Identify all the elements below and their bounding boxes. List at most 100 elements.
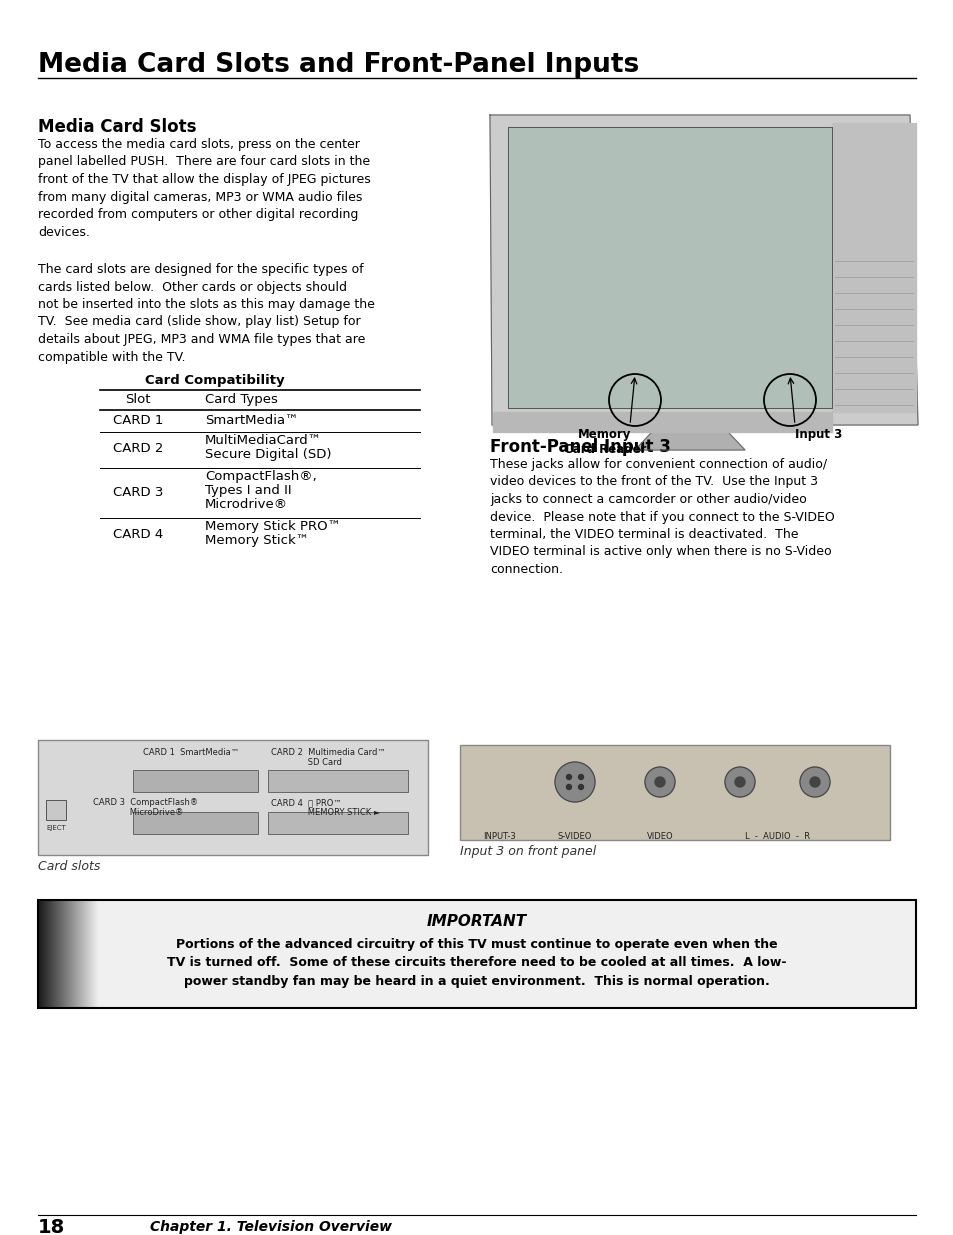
Text: The card slots are designed for the specific types of
cards listed below.  Other: The card slots are designed for the spec… (38, 263, 375, 363)
Bar (53, 900, 54, 1008)
Text: Types I and II: Types I and II (205, 484, 292, 496)
Text: CARD 2  Multimedia Card™
              SD Card: CARD 2 Multimedia Card™ SD Card (271, 748, 385, 767)
Text: Card Compatibility: Card Compatibility (145, 374, 285, 387)
Bar (83, 900, 84, 1008)
Text: 18: 18 (38, 1218, 65, 1235)
Bar (89, 900, 90, 1008)
Text: CARD 1: CARD 1 (112, 414, 163, 427)
Bar (48, 900, 49, 1008)
Bar (60, 900, 61, 1008)
Text: EJECT: EJECT (46, 825, 66, 831)
Bar (77, 900, 78, 1008)
Bar (67, 900, 68, 1008)
Bar (69, 900, 70, 1008)
Bar (84, 900, 85, 1008)
Bar (79, 900, 80, 1008)
Bar (44, 900, 45, 1008)
Bar (88, 900, 89, 1008)
Polygon shape (635, 432, 744, 450)
Bar (39, 900, 40, 1008)
Text: Memory Stick™: Memory Stick™ (205, 534, 309, 547)
Bar (70, 900, 71, 1008)
Text: MultiMediaCard™: MultiMediaCard™ (205, 433, 322, 447)
Circle shape (734, 777, 744, 787)
Bar (54, 900, 55, 1008)
Bar (268, 769, 408, 792)
Bar (56, 900, 57, 1008)
Bar (96, 900, 97, 1008)
Text: Secure Digital (SD): Secure Digital (SD) (205, 448, 331, 461)
Bar (94, 900, 95, 1008)
Polygon shape (490, 115, 917, 425)
Text: Card slots: Card slots (38, 860, 100, 873)
Bar (51, 900, 52, 1008)
Text: Front-Panel Input 3: Front-Panel Input 3 (490, 438, 670, 456)
Bar (90, 900, 91, 1008)
Bar (58, 900, 59, 1008)
Bar (41, 900, 42, 1008)
Bar (95, 900, 96, 1008)
Bar (55, 900, 56, 1008)
Bar (74, 900, 75, 1008)
Bar (43, 900, 44, 1008)
Text: Slot: Slot (125, 393, 151, 406)
Text: INPUT-3: INPUT-3 (483, 832, 516, 841)
Polygon shape (831, 124, 915, 412)
Text: L  -  AUDIO  -  R: L - AUDIO - R (744, 832, 809, 841)
Bar (45, 900, 46, 1008)
Bar (71, 900, 73, 1008)
Bar (63, 900, 64, 1008)
Text: CARD 1  SmartMedia™: CARD 1 SmartMedia™ (143, 748, 239, 757)
Circle shape (566, 784, 571, 789)
Text: IMPORTANT: IMPORTANT (427, 914, 526, 929)
Circle shape (644, 767, 675, 797)
Circle shape (578, 774, 583, 779)
Bar (52, 900, 53, 1008)
Bar (78, 900, 79, 1008)
Bar (73, 900, 74, 1008)
Text: Input 3 on front panel: Input 3 on front panel (459, 845, 596, 858)
Bar (66, 900, 67, 1008)
Text: CARD 4  Ⓜ PRO™
              MEMORY STICK ►: CARD 4 Ⓜ PRO™ MEMORY STICK ► (271, 798, 380, 818)
Bar (62, 900, 63, 1008)
Polygon shape (507, 127, 831, 408)
Bar (81, 900, 82, 1008)
Text: Media Card Slots and Front-Panel Inputs: Media Card Slots and Front-Panel Inputs (38, 52, 639, 78)
Text: S-VIDEO: S-VIDEO (558, 832, 592, 841)
Bar (76, 900, 77, 1008)
Text: CARD 3  CompactFlash®
              MicroDrive®: CARD 3 CompactFlash® MicroDrive® (92, 798, 198, 818)
Text: Memory Stick PRO™: Memory Stick PRO™ (205, 520, 340, 534)
Circle shape (555, 762, 595, 802)
Bar (268, 811, 408, 834)
Text: Microdrive®: Microdrive® (205, 498, 288, 511)
Text: To access the media card slots, press on the center
panel labelled PUSH.  There : To access the media card slots, press on… (38, 138, 371, 238)
Bar (91, 900, 92, 1008)
Bar (38, 900, 915, 1008)
Bar (68, 900, 69, 1008)
Text: SmartMedia™: SmartMedia™ (205, 414, 298, 427)
Bar (97, 900, 98, 1008)
Circle shape (566, 774, 571, 779)
Text: Card Types: Card Types (205, 393, 277, 406)
Bar (50, 900, 51, 1008)
Bar (459, 745, 889, 840)
Bar (57, 900, 58, 1008)
Bar (49, 900, 50, 1008)
Bar (75, 900, 76, 1008)
Polygon shape (493, 412, 831, 432)
Bar (61, 900, 62, 1008)
Text: Input 3: Input 3 (794, 429, 841, 441)
Circle shape (578, 784, 583, 789)
Bar (86, 900, 87, 1008)
Circle shape (655, 777, 664, 787)
Bar (38, 900, 39, 1008)
Bar (46, 800, 66, 820)
Circle shape (800, 767, 829, 797)
Text: Media Card Slots: Media Card Slots (38, 119, 196, 136)
Bar (87, 900, 88, 1008)
Text: Chapter 1. Television Overview: Chapter 1. Television Overview (150, 1220, 392, 1234)
Circle shape (724, 767, 754, 797)
Bar (46, 900, 47, 1008)
Bar (132, 811, 257, 834)
Text: CARD 3: CARD 3 (112, 487, 163, 499)
